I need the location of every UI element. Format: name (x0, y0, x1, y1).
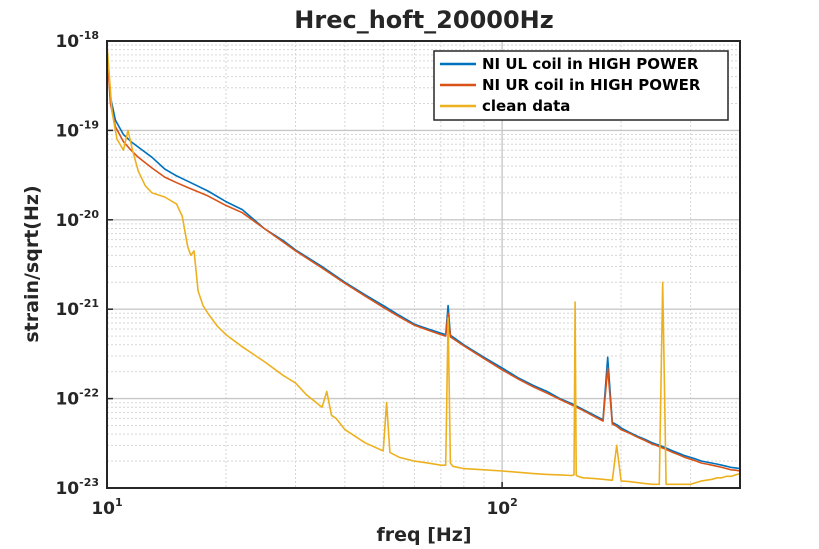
x-tick-label: 101 (91, 496, 122, 519)
legend-label: NI UR coil in HIGH POWER (482, 76, 701, 94)
y-tick-label: 10-21 (55, 297, 99, 320)
series-line-1 (106, 49, 741, 470)
series-line-3 (106, 45, 741, 486)
x-axis-label: freq [Hz] (376, 524, 471, 546)
chart-title: Hrec_hoft_20000Hz (294, 6, 553, 34)
legend-label: clean data (482, 97, 570, 115)
legend-box (433, 50, 729, 121)
y-tick-label: 10-19 (55, 118, 99, 141)
data-lines (106, 45, 741, 486)
axis-ticks: 101 102 10-23 10-22 10-21 10-20 10-19 10-18 (55, 29, 517, 519)
series-line-2 (106, 49, 741, 472)
y-tick-label: 10-20 (55, 208, 99, 231)
grid-lines (106, 41, 741, 488)
legend: NI UL coil in HIGH POWER NI UR coil in HI… (433, 50, 729, 121)
y-tick-label: 10-23 (55, 476, 99, 499)
plot-frame (106, 40, 741, 489)
legend-label: NI UL coil in HIGH POWER (482, 55, 699, 73)
y-axis-label: strain/sqrt(Hz) (21, 185, 43, 342)
y-tick-label: 10-18 (55, 29, 99, 52)
x-tick-label: 102 (486, 496, 517, 519)
y-tick-label: 10-22 (55, 387, 99, 410)
